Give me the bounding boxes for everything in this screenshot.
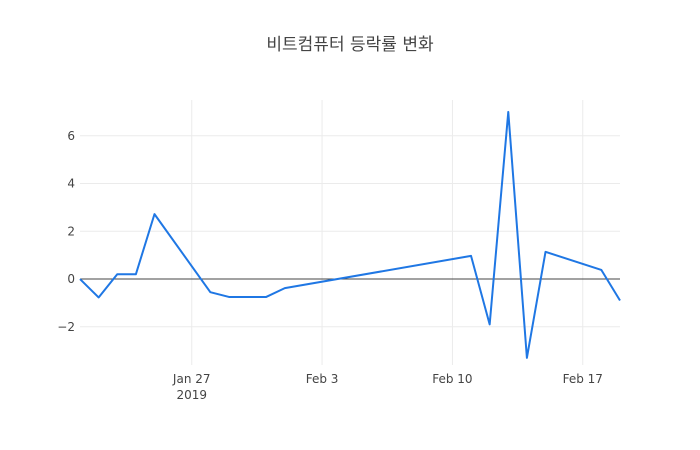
- chart-title: 비트컴퓨터 등락률 변화: [266, 35, 434, 55]
- grid-layer: [80, 100, 620, 365]
- x-tick-label: Feb 10: [432, 372, 472, 386]
- x-tick-label: Feb 17: [563, 372, 603, 386]
- series-line: [79, 110, 621, 359]
- x-tick-sublabel: 2019: [176, 388, 207, 402]
- x-tick-label: Jan 27: [172, 372, 211, 386]
- x-tick-label: Feb 3: [306, 372, 339, 386]
- series-layer: [79, 110, 621, 359]
- y-tick-label: 0: [67, 272, 75, 286]
- y-tick-label: 6: [67, 129, 75, 143]
- y-tick-label: 4: [67, 177, 75, 191]
- axes-layer: Jan 27 2019 Feb 3 Feb 10 Feb 17 −2 0 2 4 6: [57, 129, 603, 402]
- y-tick-label: 2: [67, 224, 75, 238]
- y-tick-label: −2: [57, 320, 75, 334]
